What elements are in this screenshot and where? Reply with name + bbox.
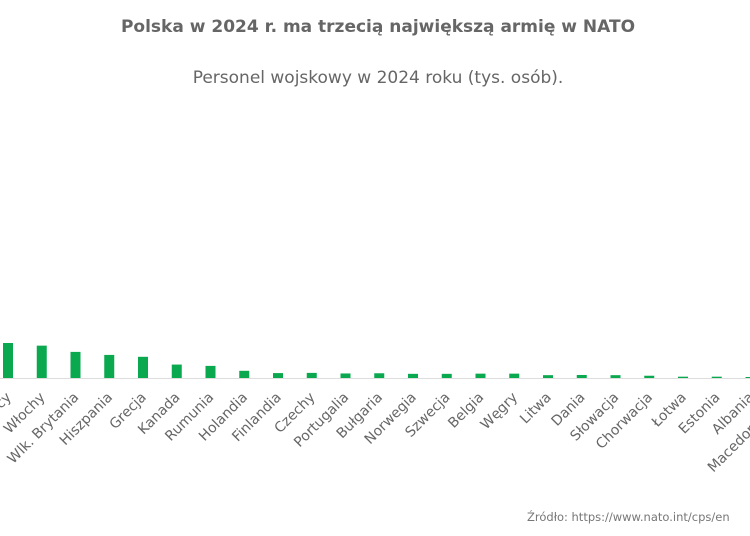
bar-15 (509, 373, 520, 378)
source-note: Źródło: https://www.nato.int/cps/en (527, 510, 730, 524)
bar-13 (441, 373, 452, 378)
bar-19 (644, 375, 655, 378)
bar-0 (3, 343, 13, 378)
bar-7 (239, 370, 250, 378)
bar-9 (306, 372, 317, 378)
bar-17 (576, 374, 587, 378)
bar-5 (171, 364, 182, 378)
bar-4 (138, 356, 148, 378)
x-tick-label: Litwa (517, 390, 555, 428)
bar-14 (475, 373, 486, 378)
bar-18 (610, 375, 621, 378)
bar-21 (711, 376, 722, 378)
bar-6 (205, 365, 216, 378)
bar-20 (678, 376, 688, 378)
bar-11 (374, 373, 385, 378)
bar-8 (273, 373, 283, 378)
bar-3 (104, 354, 115, 378)
bar-16 (543, 375, 553, 378)
bar-12 (408, 373, 418, 378)
bar-2 (70, 351, 81, 378)
chart-subtitle: Personel wojskowy w 2024 roku (tys. osób… (192, 68, 564, 88)
bar-10 (340, 373, 351, 378)
chart-title: Polska w 2024 r. ma trzecią największą a… (120, 17, 636, 37)
x-tick-label: Węgry (478, 390, 521, 433)
bar-22 (745, 377, 750, 378)
bar-1 (36, 345, 47, 378)
